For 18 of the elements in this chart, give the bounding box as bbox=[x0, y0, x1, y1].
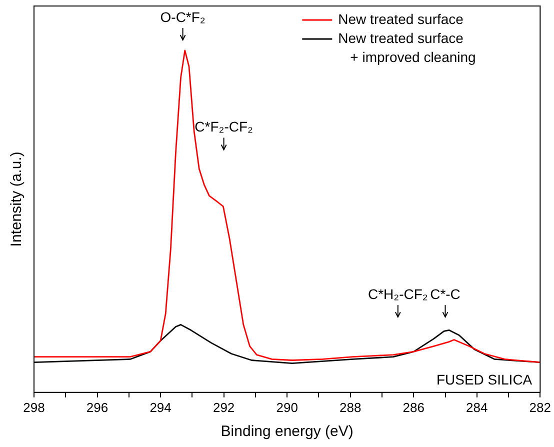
x-tick-label: 298 bbox=[23, 400, 45, 415]
x-tick-label: 286 bbox=[402, 400, 424, 415]
annotation: C*F₂-CF₂ bbox=[194, 118, 253, 135]
x-tick-label: 282 bbox=[529, 400, 552, 415]
annotation: FUSED SILICA bbox=[436, 371, 533, 388]
x-tick-label: 292 bbox=[212, 400, 235, 415]
x-tick-label: 296 bbox=[86, 400, 108, 415]
x-tick-label: 288 bbox=[339, 400, 362, 415]
x-tick-label: 284 bbox=[466, 400, 488, 415]
x-tick-label: 294 bbox=[150, 400, 172, 415]
annotation: C*-C bbox=[430, 286, 460, 302]
x-axis-title: Binding energy (eV) bbox=[220, 423, 354, 440]
annotation: C*H₂-CF₂ bbox=[368, 286, 428, 302]
x-tick-label: 290 bbox=[276, 400, 298, 415]
legend-label: New treated surface bbox=[338, 10, 464, 27]
legend-label: New treated surface + improved cleaning bbox=[338, 30, 476, 65]
y-axis-title: Intensity (a.u.) bbox=[8, 152, 26, 247]
text: O-C*F₂ bbox=[160, 8, 206, 25]
